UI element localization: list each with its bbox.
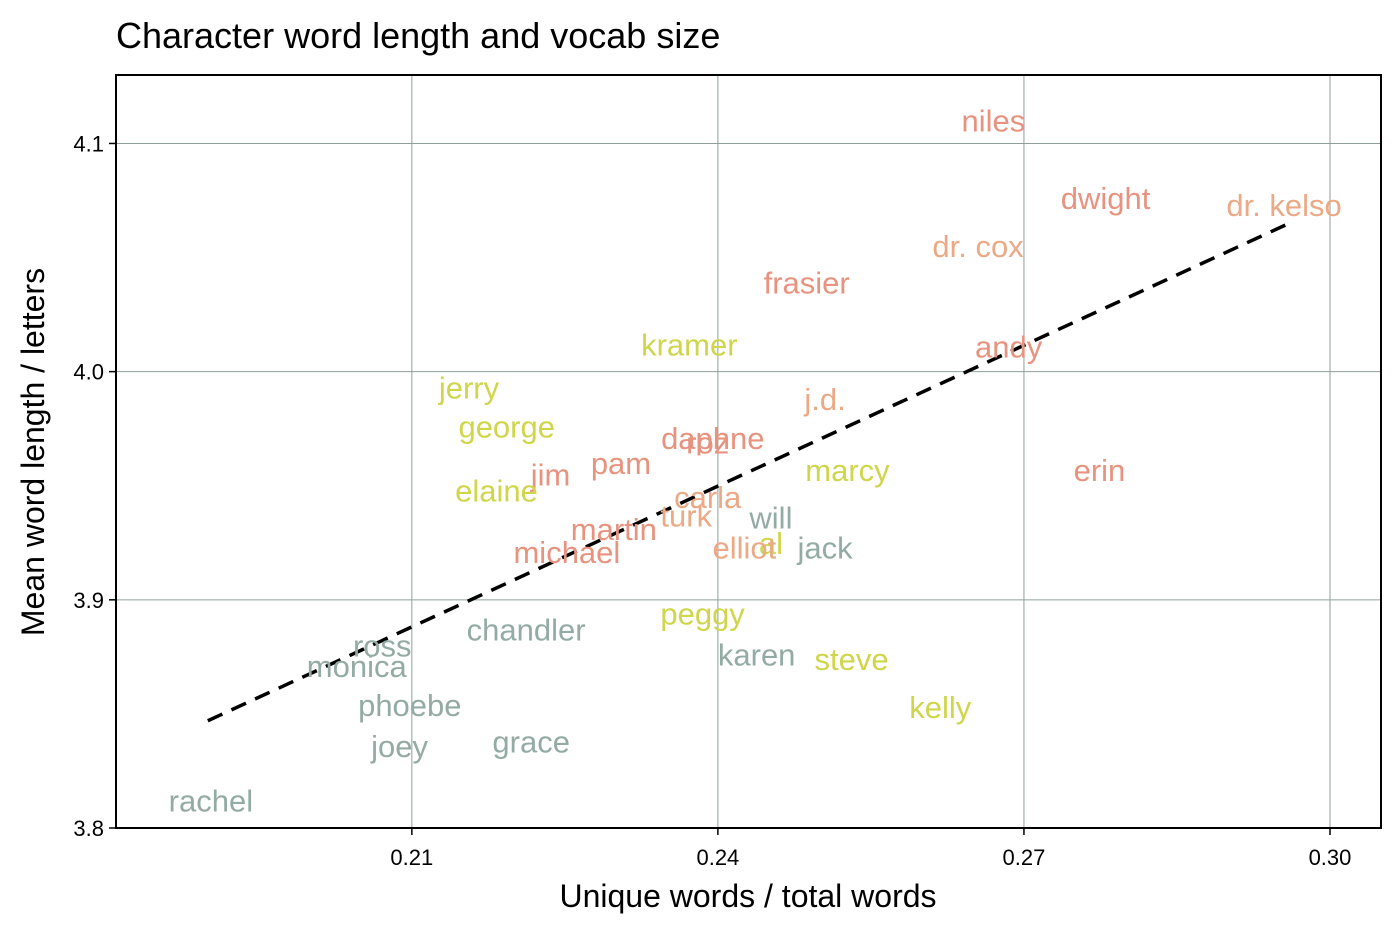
point-label-jack: jack xyxy=(796,530,853,565)
point-label-dr-kelso: dr. kelso xyxy=(1226,188,1341,223)
point-label-marcy: marcy xyxy=(805,453,890,488)
x-tick-label: 0.30 xyxy=(1309,845,1352,870)
point-label-daphne: daphne xyxy=(661,421,764,456)
plot-frame xyxy=(115,74,1382,829)
point-label-peggy: peggy xyxy=(660,597,745,632)
axis-ticks: 0.21 0.24 0.27 0.30 3.8 3.9 4.0 4.1 xyxy=(73,131,1351,870)
y-tick-label: 4.1 xyxy=(73,131,104,156)
point-label-kelly: kelly xyxy=(909,690,972,725)
chart-title: Character word length and vocab size xyxy=(116,15,720,56)
point-label-will: will xyxy=(748,501,792,536)
point-label-steve: steve xyxy=(814,642,888,677)
y-tick-label: 3.8 xyxy=(73,816,104,841)
point-label-kramer: kramer xyxy=(641,327,737,362)
point-label-carla: carla xyxy=(674,480,742,515)
point-label-phoebe: phoebe xyxy=(358,688,461,723)
trendline xyxy=(207,221,1290,723)
point-label-monica: monica xyxy=(307,649,408,684)
point-label-frasier: frasier xyxy=(764,266,850,301)
point-label-niles: niles xyxy=(961,104,1025,139)
point-label-elaine: elaine xyxy=(455,473,538,508)
point-labels: niles dwight dr. kelso dr. cox frasier kramer… xyxy=(169,104,1342,819)
point-label-jim: jim xyxy=(530,457,571,492)
point-label-turk: turk xyxy=(660,498,712,533)
point-label-andy: andy xyxy=(975,330,1043,365)
y-axis-label: Mean word length / letters xyxy=(15,268,51,636)
point-label-michael: michael xyxy=(513,535,620,570)
y-tick-label: 3.9 xyxy=(73,588,104,613)
point-label-pam: pam xyxy=(591,446,651,481)
point-label-roz: roz xyxy=(686,425,729,460)
point-label-ross: ross xyxy=(353,628,412,663)
point-label-dwight: dwight xyxy=(1061,181,1151,216)
x-tick-label: 0.27 xyxy=(1003,845,1046,870)
point-label-jerry: jerry xyxy=(438,371,500,406)
point-label-martin: martin xyxy=(571,512,657,547)
x-tick-label: 0.21 xyxy=(390,845,433,870)
point-label-george: george xyxy=(458,409,555,444)
point-label-chandler: chandler xyxy=(467,612,586,647)
point-label-erin: erin xyxy=(1074,453,1126,488)
x-tick-label: 0.24 xyxy=(696,845,739,870)
point-label-j-d: j.d. xyxy=(803,382,845,417)
point-label-joey: joey xyxy=(370,729,428,764)
point-label-al: al xyxy=(759,526,783,561)
y-tick-label: 4.0 xyxy=(73,360,104,385)
x-axis-label: Unique words / total words xyxy=(559,878,936,914)
trendline-layer xyxy=(207,221,1290,723)
point-label-dr-cox: dr. cox xyxy=(932,229,1024,264)
point-label-karen: karen xyxy=(718,638,796,673)
point-label-elliot: elliot xyxy=(713,530,777,565)
point-label-rachel: rachel xyxy=(169,784,253,819)
point-label-grace: grace xyxy=(492,724,570,759)
